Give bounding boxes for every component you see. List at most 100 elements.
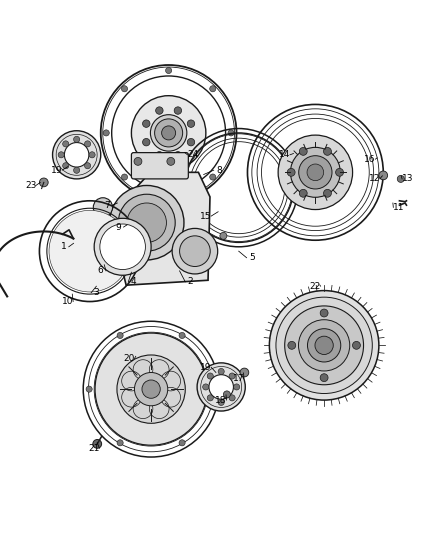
Text: 3: 3 bbox=[93, 288, 99, 297]
Circle shape bbox=[276, 297, 372, 393]
Circle shape bbox=[207, 373, 213, 379]
Circle shape bbox=[290, 147, 340, 197]
Circle shape bbox=[86, 386, 92, 392]
Circle shape bbox=[155, 151, 163, 159]
Circle shape bbox=[187, 139, 195, 146]
Circle shape bbox=[174, 151, 182, 159]
Circle shape bbox=[121, 174, 127, 180]
Circle shape bbox=[174, 107, 182, 114]
Text: 13: 13 bbox=[402, 174, 413, 183]
Text: 23: 23 bbox=[25, 181, 36, 190]
Circle shape bbox=[131, 96, 206, 170]
Circle shape bbox=[209, 375, 233, 399]
Circle shape bbox=[324, 189, 332, 197]
Circle shape bbox=[287, 168, 295, 176]
Text: 18: 18 bbox=[215, 395, 227, 405]
Circle shape bbox=[95, 333, 207, 445]
Text: 19: 19 bbox=[200, 363, 212, 372]
Circle shape bbox=[288, 342, 296, 349]
Circle shape bbox=[74, 167, 80, 173]
Text: 21: 21 bbox=[88, 444, 100, 453]
Circle shape bbox=[203, 384, 209, 390]
Polygon shape bbox=[117, 172, 210, 285]
Circle shape bbox=[285, 306, 364, 385]
Circle shape bbox=[117, 333, 123, 338]
Circle shape bbox=[134, 373, 168, 406]
Circle shape bbox=[142, 139, 150, 146]
Circle shape bbox=[85, 141, 91, 147]
Circle shape bbox=[75, 241, 82, 248]
Circle shape bbox=[89, 152, 95, 158]
Circle shape bbox=[179, 333, 185, 338]
Circle shape bbox=[353, 342, 360, 349]
Circle shape bbox=[320, 374, 328, 382]
Circle shape bbox=[379, 171, 388, 180]
Circle shape bbox=[94, 219, 151, 275]
Text: 1: 1 bbox=[60, 243, 67, 251]
Text: 4: 4 bbox=[131, 277, 136, 286]
Text: 17: 17 bbox=[233, 374, 244, 383]
Circle shape bbox=[142, 380, 160, 398]
Circle shape bbox=[228, 130, 234, 136]
Text: 5: 5 bbox=[249, 253, 255, 262]
Circle shape bbox=[307, 164, 324, 181]
Circle shape bbox=[299, 189, 307, 197]
Circle shape bbox=[39, 178, 48, 187]
Circle shape bbox=[240, 368, 249, 377]
Circle shape bbox=[172, 229, 218, 274]
Text: 22: 22 bbox=[310, 282, 321, 290]
Text: 9: 9 bbox=[115, 223, 121, 231]
Circle shape bbox=[117, 355, 185, 423]
Circle shape bbox=[110, 185, 184, 260]
Circle shape bbox=[307, 329, 341, 362]
Circle shape bbox=[207, 395, 213, 401]
Circle shape bbox=[324, 148, 332, 155]
Circle shape bbox=[218, 368, 224, 375]
Circle shape bbox=[299, 320, 350, 371]
Circle shape bbox=[179, 440, 185, 446]
FancyBboxPatch shape bbox=[131, 152, 188, 179]
Circle shape bbox=[197, 363, 245, 411]
Circle shape bbox=[162, 126, 176, 140]
Circle shape bbox=[155, 107, 163, 114]
Circle shape bbox=[210, 174, 216, 180]
Text: 20: 20 bbox=[124, 354, 135, 363]
Circle shape bbox=[223, 391, 230, 398]
Circle shape bbox=[74, 136, 80, 142]
Text: 14: 14 bbox=[279, 150, 290, 159]
Text: 7: 7 bbox=[104, 201, 110, 209]
Circle shape bbox=[63, 141, 69, 147]
Text: 16: 16 bbox=[364, 155, 376, 164]
Circle shape bbox=[299, 156, 332, 189]
Text: 6: 6 bbox=[98, 266, 104, 276]
Circle shape bbox=[336, 168, 343, 176]
Text: 12: 12 bbox=[369, 174, 380, 183]
Circle shape bbox=[56, 134, 97, 175]
Circle shape bbox=[93, 440, 102, 448]
Text: 15: 15 bbox=[200, 212, 212, 221]
Circle shape bbox=[53, 131, 101, 179]
Circle shape bbox=[397, 175, 404, 182]
Circle shape bbox=[63, 163, 69, 169]
Text: 8: 8 bbox=[216, 166, 222, 175]
Circle shape bbox=[278, 135, 353, 209]
Circle shape bbox=[166, 68, 172, 74]
Text: 19: 19 bbox=[51, 166, 63, 175]
Circle shape bbox=[187, 120, 195, 127]
Circle shape bbox=[315, 336, 333, 354]
Circle shape bbox=[210, 386, 216, 392]
Text: 24: 24 bbox=[187, 150, 198, 159]
Circle shape bbox=[134, 157, 142, 165]
Circle shape bbox=[166, 192, 172, 198]
Circle shape bbox=[320, 309, 328, 317]
Circle shape bbox=[64, 142, 89, 167]
Circle shape bbox=[117, 440, 123, 446]
Circle shape bbox=[167, 157, 175, 165]
Circle shape bbox=[210, 86, 216, 92]
Circle shape bbox=[127, 203, 166, 243]
Text: 11: 11 bbox=[393, 203, 404, 212]
Circle shape bbox=[233, 384, 240, 390]
Circle shape bbox=[93, 198, 113, 217]
Circle shape bbox=[103, 130, 110, 136]
Circle shape bbox=[229, 373, 235, 379]
